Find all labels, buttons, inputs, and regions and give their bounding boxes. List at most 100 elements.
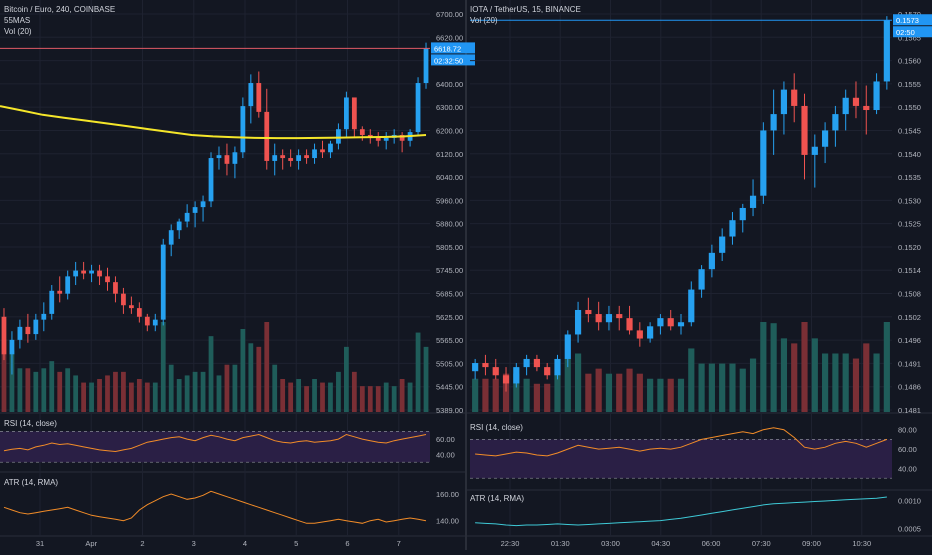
left-rsi-tick: 40.00 <box>436 451 455 460</box>
left-candle-body <box>296 155 301 161</box>
right-volume-bar <box>564 358 571 412</box>
left-volume-bar <box>359 386 365 412</box>
right-candle-body <box>523 358 530 368</box>
left-time-tick: 5 <box>294 539 298 548</box>
right-candle-body <box>533 358 540 368</box>
left-volume-bar <box>184 375 190 412</box>
left-volume-bar <box>304 386 309 412</box>
left-volume-bar <box>399 379 405 412</box>
right-time-tick: 04:30 <box>651 539 670 548</box>
right-rsi-tick: 80.00 <box>898 426 917 435</box>
left-price-tick: 6200.00 <box>436 126 463 135</box>
right-volume-bar <box>811 338 818 412</box>
right-price-tick: 0.1514 <box>898 266 921 275</box>
left-candle-body <box>288 158 294 161</box>
left-atr-label[interactable]: ATR (14, RMA) <box>4 478 59 487</box>
left-chart-legend: Bitcoin / Euro, 240, COINBASE 55MAS Vol … <box>4 4 115 37</box>
left-volume-bar <box>160 322 166 412</box>
left-price-tick: 5389.00 <box>436 406 463 415</box>
left-volume-bar <box>415 332 421 412</box>
left-atr-line <box>3 490 427 524</box>
right-volume-bar <box>636 373 643 412</box>
left-price-tick: 6040.00 <box>436 173 463 182</box>
right-atr-label[interactable]: ATR (14, RMA) <box>470 494 525 503</box>
left-candle-body <box>73 270 79 277</box>
left-volume-bar <box>25 368 31 412</box>
right-volume-indicator-label[interactable]: Vol (20) <box>470 16 498 25</box>
left-rsi-label[interactable]: RSI (14, close) <box>4 419 57 428</box>
right-candle-body <box>657 318 664 327</box>
right-volume-bar <box>492 378 499 412</box>
left-rsi-band <box>0 431 430 463</box>
left-volume-bar <box>351 371 357 412</box>
left-volume-bar <box>367 386 373 412</box>
right-volume-bar <box>883 322 890 412</box>
right-volume-bar <box>760 322 767 412</box>
right-volume-bar <box>667 378 674 412</box>
right-candle-body <box>842 97 849 115</box>
right-volume-bar <box>822 353 829 412</box>
left-volume-bar <box>296 379 301 412</box>
left-volume-bar <box>272 364 278 412</box>
left-volume-bar <box>383 382 389 412</box>
right-chart-title[interactable]: IOTA / TetherUS, 15, BINANCE <box>470 5 581 14</box>
left-time-tick: 31 <box>36 539 44 548</box>
right-price-tick: 0.1525 <box>898 220 921 229</box>
left-volume-bar <box>328 382 333 412</box>
left-candle-body <box>105 276 110 283</box>
right-last-price-tag <box>893 14 932 26</box>
left-candle-body <box>264 111 270 161</box>
right-price-tick: 0.1565 <box>898 33 921 42</box>
left-volume-bar <box>17 368 23 412</box>
left-volume-indicator-label[interactable]: Vol (20) <box>4 27 32 36</box>
left-price-tick: 5745.00 <box>436 266 463 275</box>
left-price-tick: 5625.00 <box>436 313 463 322</box>
left-volume-bar <box>208 336 214 412</box>
left-volume-bar <box>73 375 79 412</box>
left-price-tick: 6300.00 <box>436 103 463 112</box>
right-candle-body <box>811 146 818 155</box>
right-candle-body <box>585 309 592 315</box>
left-volume-bar <box>89 382 94 412</box>
left-price-tick: 5805.00 <box>436 243 463 252</box>
left-volume-bar <box>288 382 294 412</box>
left-time-tick: 7 <box>397 539 401 548</box>
left-time-tick: 6 <box>345 539 349 548</box>
right-volume-bar <box>770 323 777 412</box>
right-volume-bar <box>698 363 705 412</box>
left-price-tick: 5880.00 <box>436 220 463 229</box>
right-candle-body <box>863 105 870 111</box>
left-countdown-tag <box>431 54 475 66</box>
left-price-tick: 5505.00 <box>436 359 463 368</box>
right-candle-body <box>760 130 767 196</box>
right-candle-body <box>749 195 757 208</box>
right-chart-legend: IOTA / TetherUS, 15, BINANCE Vol (20) <box>470 4 581 26</box>
right-volume-bar <box>863 343 870 412</box>
right-candle-body <box>801 105 808 155</box>
right-time-tick: 22:30 <box>501 539 520 548</box>
right-price-tick: 0.1545 <box>898 126 921 135</box>
right-rsi-label[interactable]: RSI (14, close) <box>470 423 523 432</box>
right-candle-body <box>719 236 726 253</box>
right-volume-bar <box>657 378 664 412</box>
right-time-tick: 01:30 <box>551 539 570 548</box>
left-volume-bar <box>256 346 262 412</box>
right-volume-bar <box>616 373 623 412</box>
right-volume-bar <box>554 373 561 412</box>
left-chart-title[interactable]: Bitcoin / Euro, 240, COINBASE <box>4 5 116 14</box>
right-candle-body <box>482 363 489 368</box>
left-volume-bar <box>320 382 325 412</box>
left-ma-indicator-label[interactable]: 55MAS <box>4 16 31 25</box>
right-candle-body <box>636 330 643 339</box>
right-candle-body <box>605 314 613 323</box>
right-volume-bar <box>801 322 808 412</box>
left-candle-body <box>144 316 150 326</box>
left-volume-bar <box>97 379 102 412</box>
right-rsi-line <box>475 427 888 457</box>
right-rsi-legend: RSI (14, close) <box>470 422 523 433</box>
left-candle-body <box>160 244 166 320</box>
left-atr-legend: ATR (14, RMA) <box>4 477 58 488</box>
left-volume-bar <box>344 346 349 412</box>
